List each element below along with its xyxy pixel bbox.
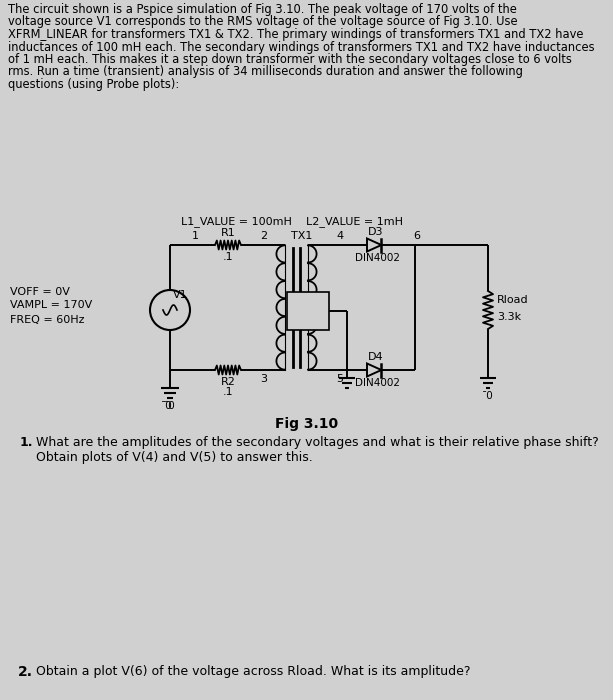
Text: Obtain plots of V(4) and V(5) to answer this.: Obtain plots of V(4) and V(5) to answer … xyxy=(36,451,313,464)
Text: 5: 5 xyxy=(337,374,343,384)
Text: V1: V1 xyxy=(173,290,188,300)
Text: .1: .1 xyxy=(223,252,234,262)
Text: R2: R2 xyxy=(221,377,235,387)
Text: VAMPL = 170V: VAMPL = 170V xyxy=(10,300,92,310)
Text: VOFF = 0V: VOFF = 0V xyxy=(10,287,70,297)
Text: R1: R1 xyxy=(221,228,235,238)
Text: Fig 3.10: Fig 3.10 xyxy=(275,417,338,431)
Text: 4: 4 xyxy=(337,231,343,241)
Text: rms. Run a time (transient) analysis of 34 milliseconds duration and answer the : rms. Run a time (transient) analysis of … xyxy=(8,66,523,78)
Text: ¯0: ¯0 xyxy=(161,401,173,411)
Text: 3: 3 xyxy=(261,374,267,384)
Text: 1.: 1. xyxy=(20,436,34,449)
Text: 1: 1 xyxy=(191,231,199,241)
Text: 3.3k: 3.3k xyxy=(497,312,521,322)
Text: Rload: Rload xyxy=(497,295,528,305)
Text: inductances of 100 mH each. The secondary windings of transformers TX1 and TX2 h: inductances of 100 mH each. The secondar… xyxy=(8,41,595,53)
Text: L2_VALUE = 1mH: L2_VALUE = 1mH xyxy=(306,216,403,227)
Text: of 1 mH each. This makes it a step down transformer with the secondary voltages : of 1 mH each. This makes it a step down … xyxy=(8,53,572,66)
Text: XFRM_LINEAR for transformers TX1 & TX2. The primary windings of transformers TX1: XFRM_LINEAR for transformers TX1 & TX2. … xyxy=(8,28,584,41)
Bar xyxy=(287,292,329,330)
Text: ¯0: ¯0 xyxy=(482,391,494,401)
Text: D4: D4 xyxy=(368,352,384,362)
Text: The circuit shown is a Pspice simulation of Fig 3.10. The peak voltage of 170 vo: The circuit shown is a Pspice simulation… xyxy=(8,3,517,16)
Text: L1_VALUE = 100mH: L1_VALUE = 100mH xyxy=(181,216,291,227)
Text: .1: .1 xyxy=(223,387,234,397)
Text: 2: 2 xyxy=(261,231,267,241)
Text: questions (using Probe plots):: questions (using Probe plots): xyxy=(8,78,179,91)
Text: FREQ = 60Hz: FREQ = 60Hz xyxy=(10,315,85,325)
Text: What are the amplitudes of the secondary voltages and what is their relative pha: What are the amplitudes of the secondary… xyxy=(36,436,599,449)
Text: DIN4002: DIN4002 xyxy=(356,253,400,263)
Text: Obtain a plot V(6) of the voltage across Rload. What is its amplitude?: Obtain a plot V(6) of the voltage across… xyxy=(36,665,471,678)
Text: voltage source V1 corresponds to the RMS voltage of the voltage source of Fig 3.: voltage source V1 corresponds to the RMS… xyxy=(8,15,517,29)
Text: 6: 6 xyxy=(414,231,421,241)
Text: ¯0: ¯0 xyxy=(164,401,176,411)
Text: TX2: TX2 xyxy=(297,306,319,316)
Text: TX1: TX1 xyxy=(291,231,312,241)
Text: 2.: 2. xyxy=(18,665,33,679)
Text: DIN4002: DIN4002 xyxy=(356,378,400,388)
Text: D3: D3 xyxy=(368,227,384,237)
